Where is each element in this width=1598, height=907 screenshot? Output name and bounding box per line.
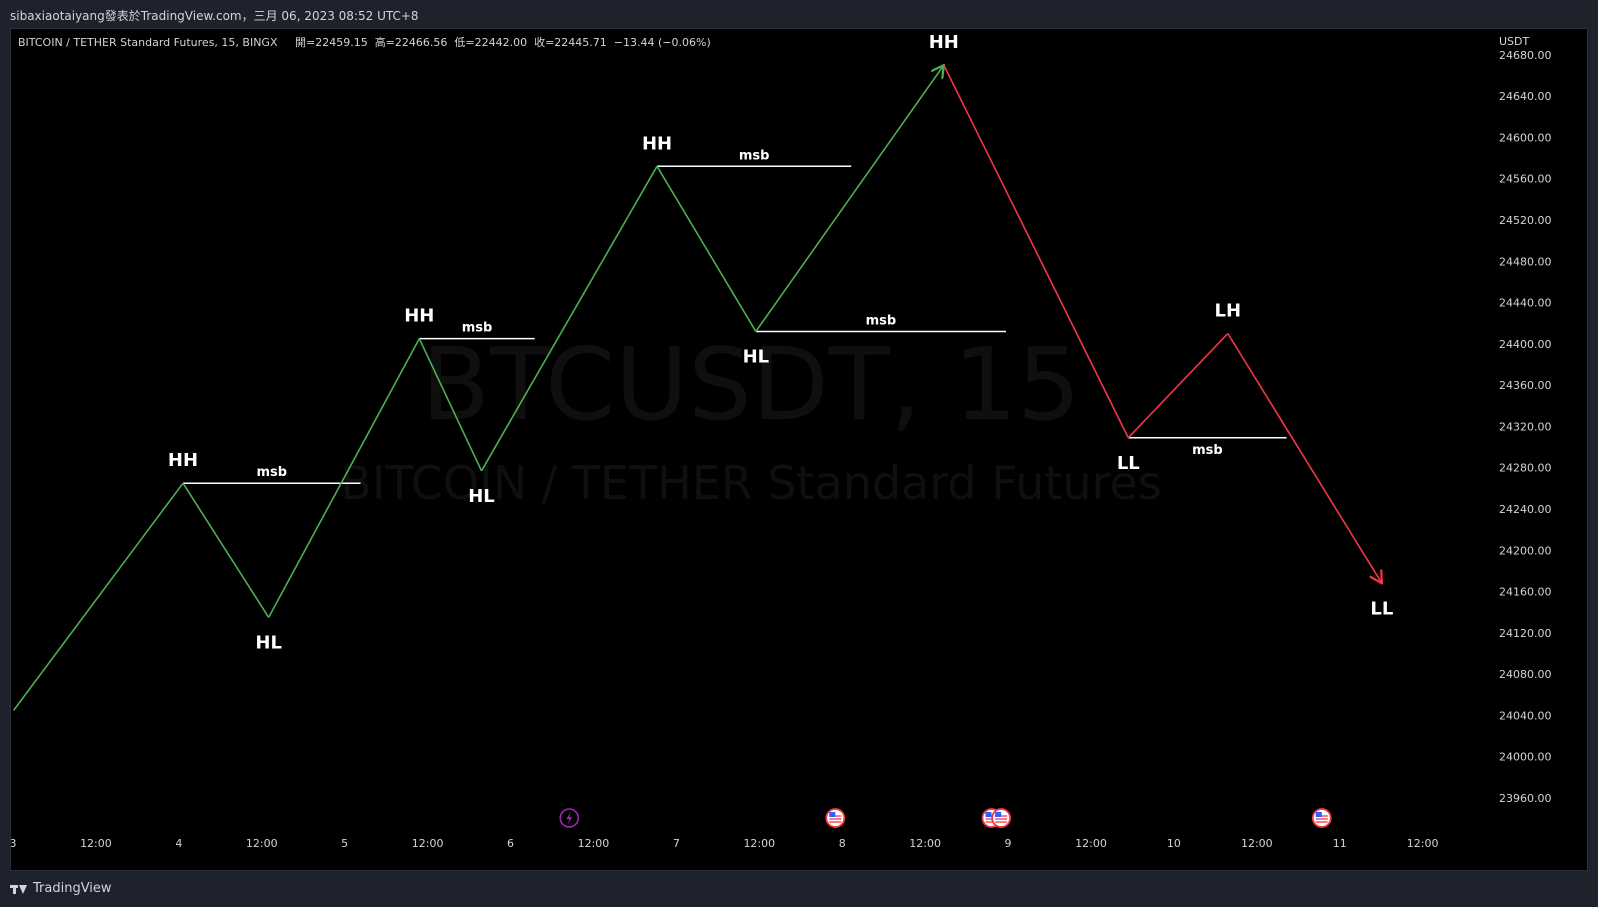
price-tick-label: 24240.00 <box>1499 503 1552 516</box>
msb-label-2: msb <box>739 148 770 163</box>
price-tick-label: 24440.00 <box>1499 297 1552 310</box>
price-tick-label: 24600.00 <box>1499 131 1552 144</box>
time-tick-label: 12:00 <box>1407 837 1439 850</box>
watermark-sub: BITCOIN / TETHER Standard Futures <box>340 456 1161 510</box>
msb-label-3: msb <box>866 313 897 328</box>
bottom-bar: TradingView <box>0 871 1598 907</box>
bull-swing-segment-0 <box>13 482 184 711</box>
time-tick-label: 12:00 <box>909 837 941 850</box>
us-flag-event-icon[interactable] <box>991 808 1012 828</box>
us-flag-event-icon[interactable] <box>1311 808 1332 828</box>
swing-label-hl-4: HL <box>468 486 495 507</box>
msb-label-1: msb <box>462 321 493 336</box>
bear-swing-segment-7 <box>943 64 1130 439</box>
swing-label-ll-8: LL <box>1117 453 1140 474</box>
chart-frame: BTCUSDT, 15 BITCOIN / TETHER Standard Fu… <box>10 28 1588 871</box>
price-tick-label: 24560.00 <box>1499 173 1552 186</box>
bull-swing-segment-1 <box>182 482 270 618</box>
time-tick-label: 10 <box>1167 837 1181 850</box>
time-tick-label: 3 <box>11 837 17 850</box>
publisher-line: sibaxiaotaiyang發表於TradingView.com，三月 06,… <box>10 9 419 23</box>
time-tick-label: 12:00 <box>743 837 775 850</box>
price-tick-label: 24320.00 <box>1499 420 1552 433</box>
time-tick-label: 8 <box>839 837 846 850</box>
flag-canton <box>1315 812 1322 817</box>
swing-label-hh-5: HH <box>642 133 672 154</box>
time-tick-label: 12:00 <box>1241 837 1273 850</box>
price-axis[interactable]: USDT 23960.00 24000.00 24040.00 24080.00 241… <box>1499 35 1552 805</box>
msb-label-4: msb <box>1192 443 1223 458</box>
legend-ohlc: 開=22459.15 高=22466.56 低=22442.00 收=22445… <box>295 35 711 49</box>
events-layer <box>559 808 1332 828</box>
flag-canton <box>985 812 992 817</box>
price-tick-label: 24640.00 <box>1499 90 1552 103</box>
time-tick-label: 12:00 <box>578 837 610 850</box>
time-tick-label: 12:00 <box>80 837 112 850</box>
price-tick-label: 24080.00 <box>1499 668 1552 681</box>
bull-swing-segment-3 <box>418 338 483 472</box>
us-flag-event-icon[interactable] <box>825 808 846 828</box>
price-tick-label: 24200.00 <box>1499 544 1552 557</box>
price-tick-label: 24040.00 <box>1499 709 1552 722</box>
time-tick-label: 5 <box>341 837 348 850</box>
price-tick-label: 24680.00 <box>1499 49 1552 62</box>
time-tick-label: 6 <box>507 837 514 850</box>
time-tick-label: 9 <box>1005 837 1012 850</box>
swing-label-ll-10: LL <box>1370 598 1393 619</box>
price-tick-label: 24120.00 <box>1499 627 1552 640</box>
price-tick-label: 24000.00 <box>1499 751 1552 764</box>
top-bar: sibaxiaotaiyang發表於TradingView.com，三月 06,… <box>0 0 1598 28</box>
swing-label-layer: HH HL HH HL HH HL HH LL LH LL <box>168 32 1393 653</box>
flag-canton <box>829 812 836 817</box>
us-flag-event-ring <box>991 808 1012 828</box>
legend: BITCOIN / TETHER Standard Futures, 15, B… <box>18 35 711 49</box>
bull-swing-segment-2 <box>267 338 421 618</box>
time-tick-label: 12:00 <box>412 837 444 850</box>
us-flag-event-ring <box>825 808 846 828</box>
us-flag-event-ring <box>1311 808 1332 828</box>
price-tick-label: 24480.00 <box>1499 255 1552 268</box>
bull-swing-segment-5 <box>656 165 757 332</box>
swing-layer <box>13 64 1382 711</box>
tradingview-logo[interactable]: TradingView <box>10 881 112 896</box>
brand-label: TradingView <box>33 881 112 896</box>
swing-label-hh-7: HH <box>929 32 959 53</box>
price-chart[interactable]: BTCUSDT, 15 BITCOIN / TETHER Standard Fu… <box>10 29 1587 870</box>
bear-swing-segment-9 <box>1227 333 1382 584</box>
swing-label-hh-1: HH <box>168 450 198 471</box>
watermark-main: BTCUSDT, 15 <box>421 326 1080 443</box>
time-axis[interactable]: 3 12:00 4 12:00 5 12:00 6 12:00 7 12:00 8 12:00 9 12:… <box>10 837 1439 850</box>
swing-label-hl-2: HL <box>255 632 282 653</box>
price-tick-label: 24160.00 <box>1499 586 1552 599</box>
bear-swing-segment-8 <box>1127 332 1229 439</box>
msb-layer: msb msb msb msb msb <box>182 148 1287 484</box>
flag-canton <box>995 812 1002 817</box>
price-tick-label: 24520.00 <box>1499 214 1552 227</box>
price-tick-label: 23960.00 <box>1499 792 1552 805</box>
time-tick-label: 7 <box>673 837 680 850</box>
time-tick-label: 4 <box>175 837 182 850</box>
tradingview-logo-icon <box>10 883 28 895</box>
bull-swing-segment-4 <box>480 165 658 472</box>
time-tick-label: 12:00 <box>1075 837 1107 850</box>
msb-label-0: msb <box>256 465 287 480</box>
symbol-watermark: BTCUSDT, 15 BITCOIN / TETHER Standard Fu… <box>340 326 1161 510</box>
price-tick-label: 24400.00 <box>1499 338 1552 351</box>
axis-currency-label: USDT <box>1499 35 1530 48</box>
price-tick-label: 24280.00 <box>1499 462 1552 475</box>
swing-label-hh-3: HH <box>404 306 434 327</box>
swing-label-hl-6: HL <box>743 346 770 367</box>
bull-swing-segment-6 <box>755 65 944 332</box>
swing-label-lh-9: LH <box>1215 301 1242 322</box>
lightning-glyph <box>566 812 573 824</box>
time-tick-label: 11 <box>1333 837 1347 850</box>
price-tick-label: 24360.00 <box>1499 379 1552 392</box>
time-tick-label: 12:00 <box>246 837 278 850</box>
legend-symbol: BITCOIN / TETHER Standard Futures, 15, B… <box>18 36 278 49</box>
lightning-event-icon[interactable] <box>559 808 580 828</box>
